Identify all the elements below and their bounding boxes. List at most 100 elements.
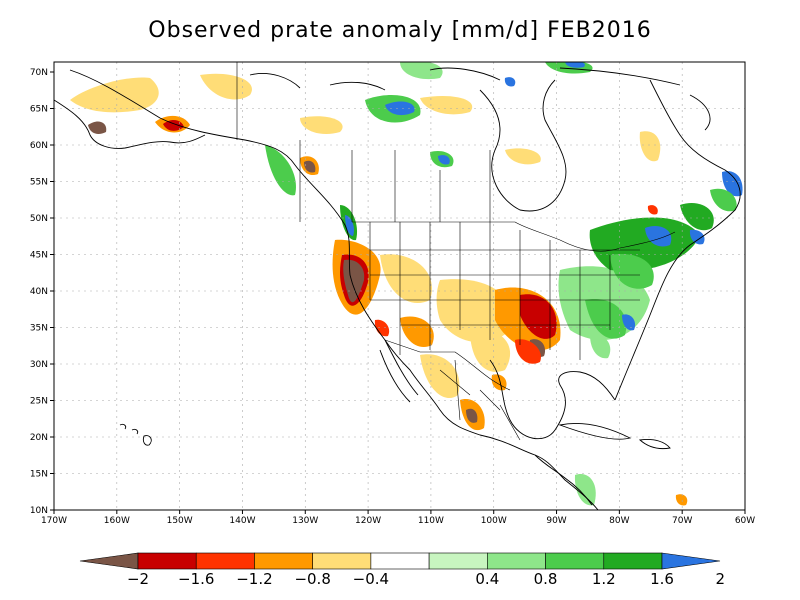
colorbar-tick-label: 0.4 [475,570,499,588]
colorbar-box [428,552,488,570]
arctic-green-2 [400,62,443,80]
southwest-red [374,319,390,337]
colorbar-tick-label: 0.8 [534,570,558,588]
colorbar-box [254,552,313,570]
lon-label: 80W [609,516,629,526]
colorbar-tick-label: −2 [127,570,149,588]
colorbar-box [370,552,430,570]
cuba [558,423,632,440]
canada-provinces [299,140,491,222]
gulf-coast [489,359,616,440]
maritimes-green [680,202,714,231]
colorbar-tick-label: −0.8 [294,570,330,588]
hawaii [119,423,152,446]
central-america [534,454,593,506]
colorbar-tick-label: 1.2 [592,570,616,588]
arctic-blue-3 [565,62,585,68]
mexico-states [439,359,521,441]
hudson-wet-blue [385,101,415,116]
colorbar-box [137,552,197,570]
mexico-brown [466,408,478,423]
colorbar-tick-label: −0.4 [353,570,389,588]
arctic-islands [249,67,711,131]
southeast-green-2 [590,334,611,359]
lat-label: 45N [30,251,48,261]
colorbar-tick-label: −1.6 [178,570,214,588]
north-america-coast [69,69,599,510]
nw-canada-dry-3 [420,95,473,115]
colorbar-box [195,552,255,570]
nw-canada-dry [200,73,252,100]
colorbar-low-arrow [79,552,139,570]
caribbean-orange [675,494,688,506]
lat-label: 30N [30,360,48,370]
lat-label: 50N [30,214,48,224]
hispaniola [638,439,671,450]
lat-label: 25N [30,397,48,407]
southeast-green [585,299,627,339]
plains-dry [436,279,512,343]
northeast-light [610,254,654,289]
longitude-labels: 170W 160W 150W 140W 130W 120W 110W 100W 90W 80W 70… [41,510,755,526]
southeast-blue [622,314,636,331]
caribbean-green [574,474,596,506]
california-brown [343,259,365,303]
colorbar-box [603,552,663,570]
us-states [369,222,640,360]
quebec-dry-2 [505,148,541,165]
lon-label: 110W [418,516,444,526]
colorbar-box [312,552,372,570]
texas-dry [470,329,511,372]
lat-label: 40N [30,287,48,297]
canada-blue [438,155,450,165]
alaska-brown [88,121,107,134]
colorbar-tick-label: −1.2 [236,570,272,588]
mexico-dry [420,354,460,399]
lon-label: 90W [546,516,566,526]
map-frame [53,61,746,511]
lat-label: 70N [30,68,48,78]
lat-label: 55N [30,178,48,188]
political-borders [236,62,676,441]
lat-label: 35N [30,324,48,334]
lon-label: 60W [735,516,755,526]
graticule [54,62,745,510]
alaska-south-coast-red [163,120,184,131]
lon-label: 140W [229,516,255,526]
anomaly-shading [70,62,743,506]
lon-label: 70W [672,516,692,526]
lon-label: 120W [355,516,381,526]
lon-label: 170W [41,516,67,526]
coastlines [54,67,741,510]
lat-label: 65N [30,105,48,115]
colorbar [79,552,721,570]
baja [379,339,419,403]
labrador-red [647,205,658,215]
latitude-labels: 70N 65N 60N 55N 50N 45N 40N 35N 30N 25N 20N 15N 10N [30,68,54,516]
gulf-st-lawrence-green [710,188,737,212]
gulf-st-lawrence-blue [722,171,743,197]
great-basin-dry [380,254,432,303]
lon-label: 130W [292,516,318,526]
us-mexico-border [384,339,511,391]
colorbar-high-arrow [661,552,721,570]
colorbar-labels: −2 −1.6 −1.2 −0.8 −0.4 0.4 0.8 1.2 1.6 2 [127,570,725,588]
east-coast [614,79,741,401]
northeast-blue [645,225,672,247]
nw-canada-dry-2 [300,116,343,135]
maritimes-blue [689,229,705,245]
lon-label: 100W [481,516,507,526]
colorbar-box [545,552,605,570]
quebec-dry [639,131,661,162]
lower-miss-red [515,339,541,364]
hudson-bay [479,79,567,212]
arctic-blue-small [504,77,516,87]
map-title: Observed prate anomaly [mm/d] FEB2016 [148,18,652,43]
lat-label: 20N [30,433,48,443]
southwest-orange [400,316,434,347]
colorbar-tick-label: 1.6 [650,570,674,588]
lat-label: 10N [30,506,48,516]
lat-label: 15N [30,470,48,480]
bc-coast-green [265,145,296,196]
bc-coast-brown [304,160,316,173]
